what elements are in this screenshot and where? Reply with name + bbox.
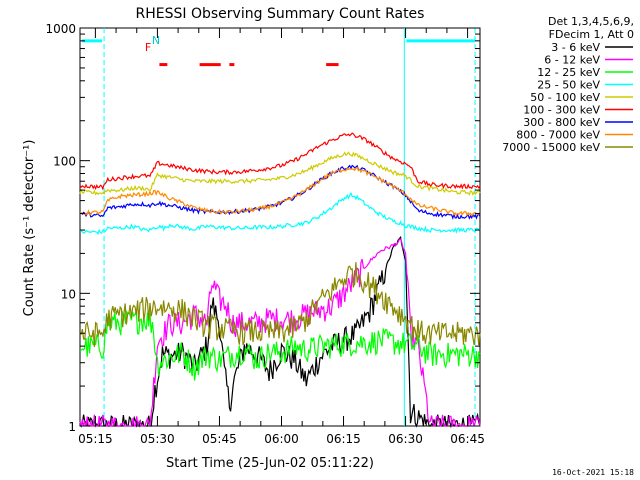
chart-title: RHESSI Observing Summary Count Rates (136, 6, 425, 22)
x-tick-label: 06:00 (264, 432, 299, 446)
series-layer (79, 132, 481, 429)
legend-header-decimation: FDecim 1, Att 0 (549, 28, 634, 41)
legend-label-6-12-kev: 6 - 12 keV (544, 54, 600, 67)
legend-label-100-300-kev: 100 - 300 keV (523, 104, 600, 117)
x-tick-label: 06:30 (388, 432, 423, 446)
x-axis-label: Start Time (25-Jun-02 05:11:22) (166, 456, 374, 471)
y-axis-ticks: 1 10 100 1000 (45, 22, 480, 434)
series-line-25-50-kev (79, 191, 481, 235)
x-axis-ticks: 05:15 05:30 05:45 06:00 06:15 06:30 06:45 (78, 28, 485, 446)
x-tick-label: 05:15 (78, 432, 113, 446)
series-line-800-7000-kev (80, 166, 481, 217)
legend-label-300-800-kev: 300 - 800 keV (523, 116, 600, 129)
flag-n-label: N (152, 34, 160, 47)
y-tick-label: 1 (68, 420, 76, 434)
flag-f-label: F (145, 41, 151, 54)
legend-label-12-25-kev: 12 - 25 keV (537, 66, 600, 79)
y-tick-label: 100 (53, 155, 76, 169)
y-tick-label: 1000 (45, 22, 76, 36)
legend-label-3-6-kev: 3 - 6 keV (551, 41, 600, 54)
legend-label-25-50-kev: 25 - 50 keV (537, 79, 600, 92)
series-line-7000-15000-kev (79, 262, 481, 348)
y-tick-label: 10 (61, 287, 76, 301)
plot-frame (79, 27, 481, 427)
legend: Det 1,3,4,5,6,9, FDecim 1, Att 0 3 - 6 k… (502, 15, 634, 154)
x-tick-label: 06:15 (326, 432, 361, 446)
legend-label-800-7000-kev: 800 - 7000 keV (516, 129, 600, 142)
legend-label-7000-15000-kev: 7000 - 15000 keV (502, 141, 600, 154)
legend-label-50-100-kev: 50 - 100 keV (530, 91, 600, 104)
legend-header-detectors: Det 1,3,4,5,6,9, (548, 15, 634, 28)
x-tick-label: 06:45 (450, 432, 485, 446)
x-tick-label: 05:45 (202, 432, 237, 446)
series-line-12-25-kev (79, 310, 481, 381)
y-axis-label: Count Rate (s⁻¹ detector⁻¹) (22, 140, 37, 317)
series-line-50-100-kev (79, 151, 481, 196)
x-tick-label: 05:30 (140, 432, 175, 446)
series-line-300-800-kev (79, 164, 481, 220)
series-line-100-300-kev (79, 132, 481, 191)
footer-date: 16-Oct-2021 15:18 (552, 468, 634, 477)
